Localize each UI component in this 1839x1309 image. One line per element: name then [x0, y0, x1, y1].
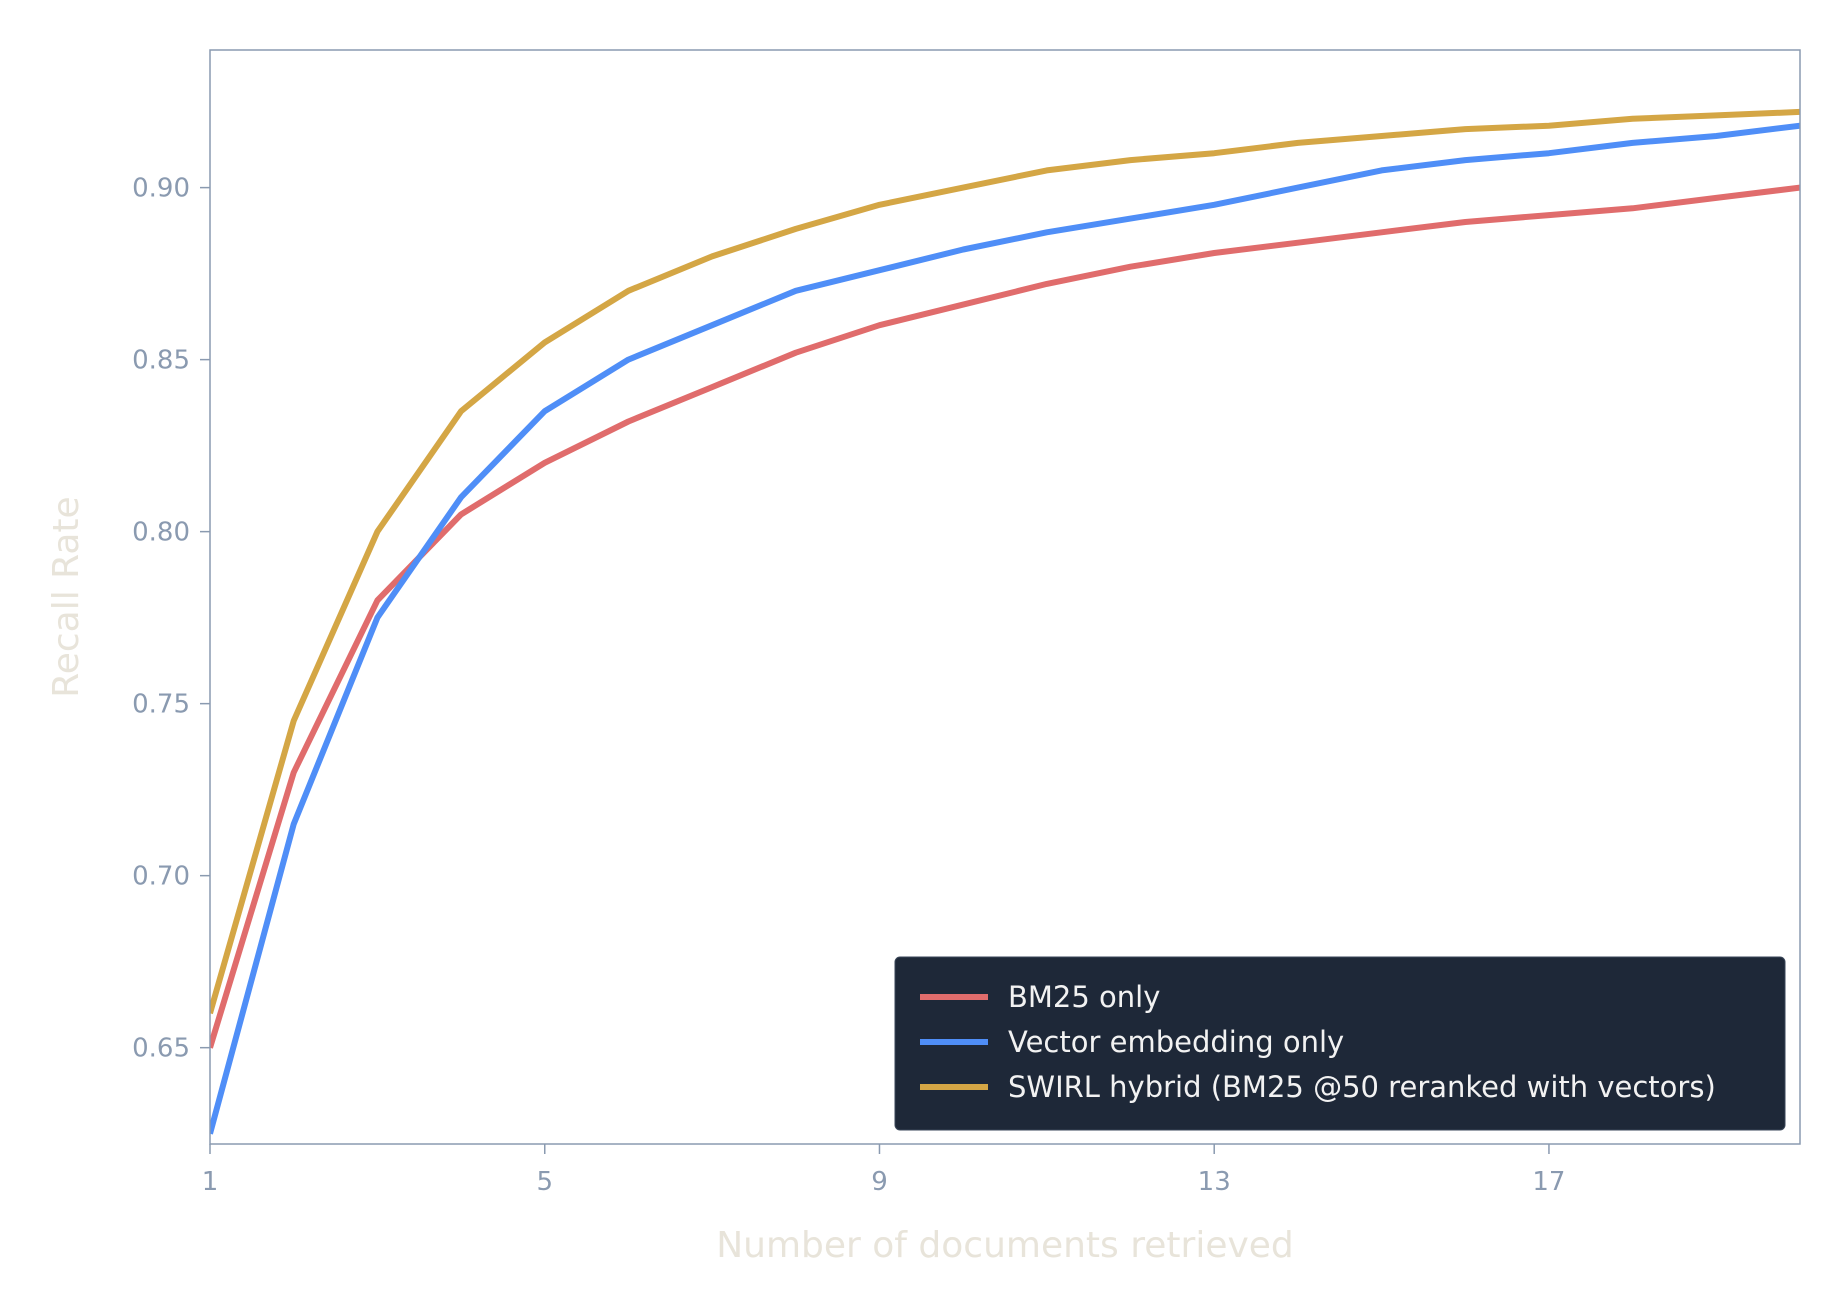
plot-frame	[209, 49, 1801, 1145]
x-axis: 1 5 9 13 17	[202, 1144, 1565, 1197]
x-tick-label: 13	[1198, 1167, 1231, 1197]
series-layer	[210, 108, 1800, 1135]
x-axis-title: Number of documents retrieved	[716, 1225, 1294, 1266]
y-tick-label: 0.85	[132, 346, 190, 376]
y-tick-label: 0.65	[132, 1034, 190, 1064]
legend-label-3: SWIRL hybrid (BM25 @50 reranked with vec…	[1008, 1070, 1716, 1104]
legend-label-2: Vector embedding only	[1008, 1025, 1344, 1059]
y-tick-label: 0.70	[132, 862, 190, 892]
x-tick-label: 9	[871, 1167, 888, 1197]
legend-label-1: BM25 only	[1008, 980, 1160, 1014]
x-tick-label: 17	[1532, 1167, 1565, 1197]
legend-box	[894, 956, 1786, 1131]
y-tick-label: 0.80	[132, 518, 190, 548]
y-tick-label: 0.75	[132, 690, 190, 720]
y-axis-title: Recall Rate	[46, 496, 87, 697]
x-tick-label: 1	[202, 1167, 219, 1197]
series-line-1	[210, 184, 1800, 1049]
legend: BM25 only Vector embedding only SWIRL hybr…	[894, 956, 1786, 1131]
y-axis: 0.65 0.70 0.75 0.80 0.85 0.90	[132, 174, 210, 1064]
x-tick-label: 5	[536, 1167, 553, 1197]
series-line-2	[210, 122, 1800, 1135]
series-line-3	[210, 108, 1800, 1015]
y-tick-label: 0.90	[132, 174, 190, 204]
